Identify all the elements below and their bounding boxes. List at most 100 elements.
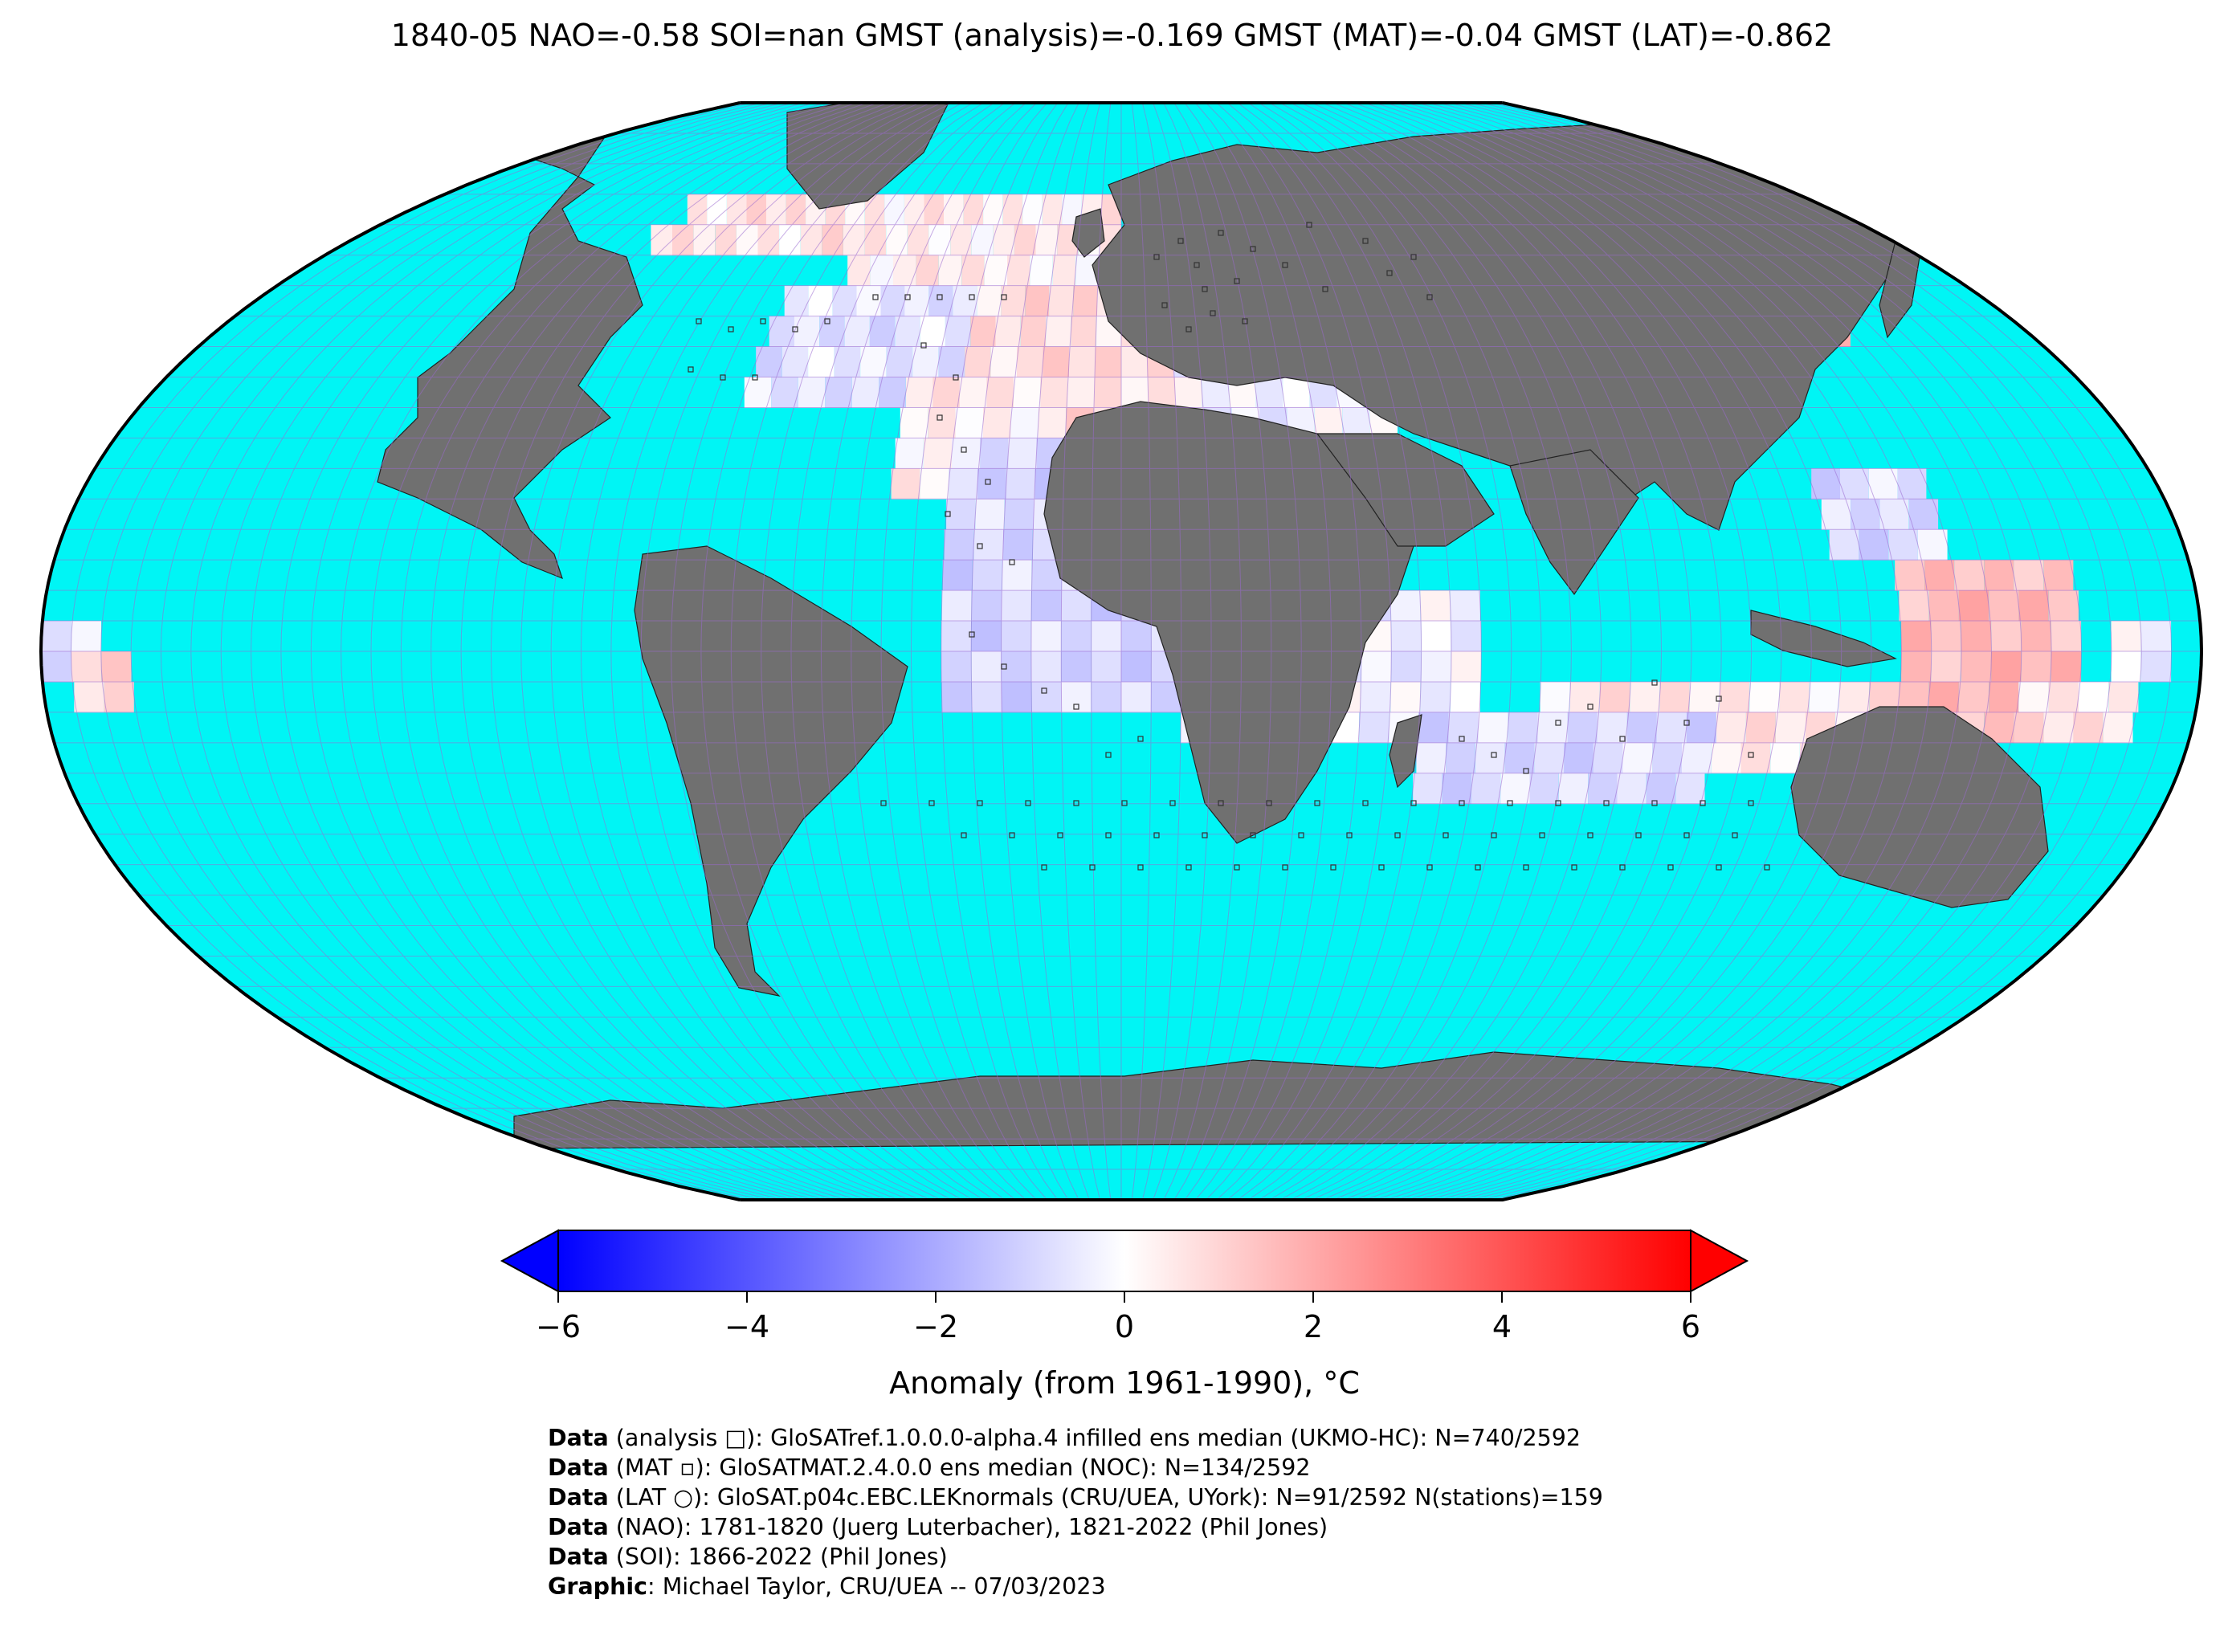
anomaly-cell [1682,742,1712,774]
anomaly-cell [74,681,104,713]
station-marker [1234,864,1240,871]
station-marker [1603,800,1610,806]
anomaly-cell [1776,712,1806,744]
station-marker [752,374,758,381]
station-marker [1523,768,1529,774]
anomaly-cell [886,346,913,377]
station-marker [1716,864,1722,871]
station-marker [1732,832,1738,838]
anomaly-cell [1859,529,1889,561]
station-marker [1105,752,1112,758]
anomaly-cell [834,346,861,377]
anomaly-cell [923,438,953,469]
station-marker [1443,832,1449,838]
anomaly-cell [1840,468,1869,500]
anomaly-cell [104,681,134,713]
anomaly-cell [2111,621,2141,652]
anomaly-cell [1558,773,1589,805]
longitude-line [1385,103,1872,1200]
anomaly-cell [1008,438,1037,469]
colorbar-label: Anomaly (from 1961-1990), °C [889,1365,1360,1401]
anomaly-cell [860,346,887,377]
anomaly-cell [1073,285,1098,317]
station-marker [728,326,734,332]
anomaly-cell [1770,742,1800,774]
anomaly-cell [961,255,985,287]
landmass-madagascar [1389,714,1422,789]
longitude-line [220,103,804,1200]
station-marker [1001,663,1007,670]
anomaly-cell [1451,651,1482,683]
anomaly-cell [1359,712,1389,744]
anomaly-cell [1450,590,1480,622]
station-marker [1250,832,1256,838]
station-marker [937,414,943,421]
longitude-line [1163,103,1242,1200]
longitude-line [490,103,900,1200]
longitude-line [520,103,910,1200]
credit-line: Data (analysis □): GloSATref.1.0.0.0-alp… [548,1425,1581,1451]
landmass-australia [1790,706,2049,908]
anomaly-cell [1656,712,1687,744]
anomaly-cell [1061,621,1092,652]
anomaly-cell [952,438,981,469]
anomaly-cell [1121,651,1152,683]
station-marker [1716,695,1722,702]
station-marker [1764,864,1770,871]
anomaly-cell [1451,621,1482,652]
station-marker [1298,832,1304,838]
colorbar-extend-high [1690,1229,1749,1293]
anomaly-cell [1478,712,1508,744]
anomaly-cell [980,438,1009,469]
station-marker [904,294,911,300]
anomaly-cell [1895,560,1925,591]
station-marker [1587,704,1594,710]
station-marker [1748,800,1754,806]
anomaly-cell [944,194,964,226]
longitude-line [1141,103,1182,1200]
station-marker [1218,800,1224,806]
anomaly-cell [2021,651,2051,683]
anomaly-cell [1529,773,1559,805]
station-marker [1748,752,1754,758]
anomaly-cell [1991,621,2022,652]
anomaly-cell [895,316,920,347]
station-marker [1185,326,1192,332]
station-marker [1330,864,1336,871]
landmass-india [1509,449,1639,596]
anomaly-cell [1626,712,1657,744]
anomaly-cell [1659,681,1690,713]
longitude-line [1269,103,1542,1200]
anomaly-cell [1961,621,1992,652]
anomaly-cell [971,651,1002,683]
landmass-greenland [786,103,949,210]
station-marker [985,479,991,485]
anomaly-cell [965,346,991,377]
station-marker [880,800,887,806]
longitude-line [640,103,953,1200]
anomaly-cell [1928,590,1959,622]
anomaly-cell [1002,681,1032,713]
station-marker [1234,278,1240,284]
anomaly-cell [1046,316,1071,347]
station-marker [920,342,927,349]
anomaly-cell [1617,773,1647,805]
anomaly-cell [1901,621,1932,652]
longitude-line [1001,103,1079,1200]
anomaly-cell [1040,377,1067,408]
longitude-line [1459,103,2083,1200]
anomaly-cell [870,255,893,287]
anomaly-cell [687,194,708,226]
anomaly-cell [971,590,1002,622]
station-marker [1362,800,1369,806]
anomaly-cell [1888,529,1918,561]
station-marker [969,294,975,300]
longitude-line [1375,103,1842,1200]
anomaly-cell [1007,255,1030,287]
anomaly-cell [1031,621,1062,652]
anomaly-cell [904,194,924,226]
anomaly-cell [1989,681,2019,713]
longitude-line [1206,103,1362,1200]
anomaly-cell [1283,377,1310,408]
anomaly-cell [955,407,983,438]
